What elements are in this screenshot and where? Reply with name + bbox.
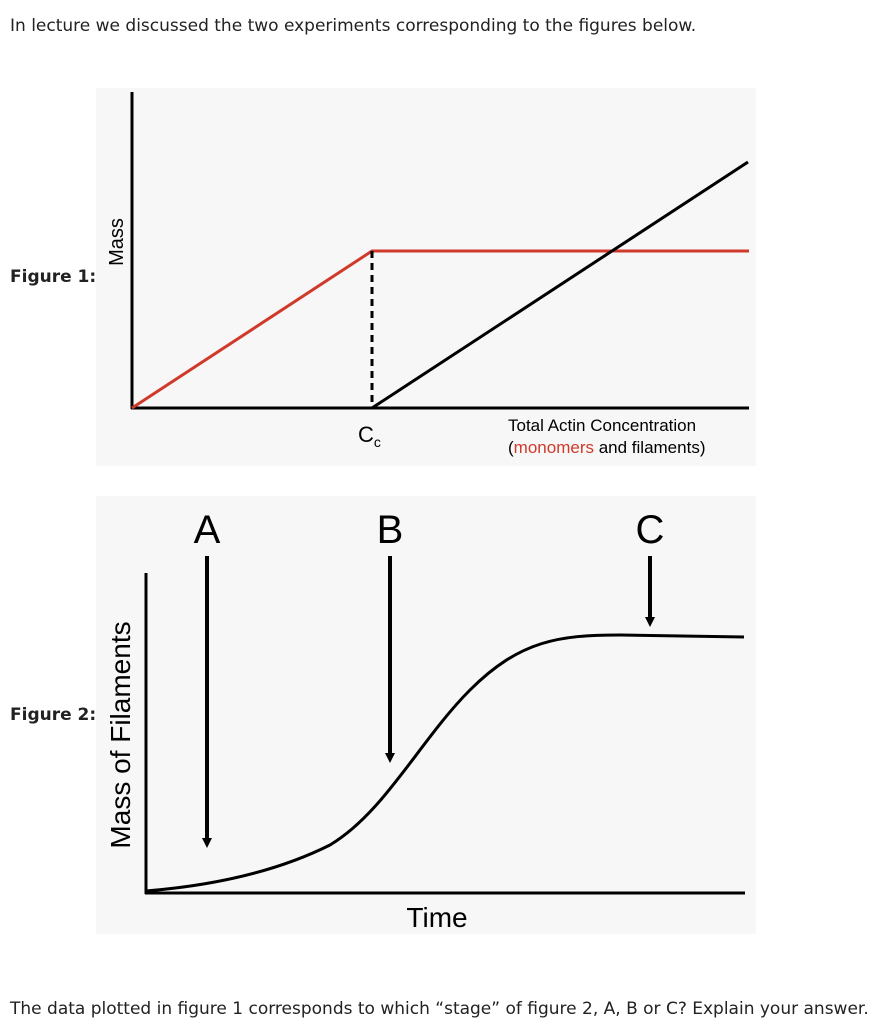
growth-curve [145,633,745,893]
arrow-label: C [636,508,665,552]
rest-label: and filaments) [594,438,706,457]
figure-label: Figure 1: [10,267,96,287]
question-text: The data plotted in figure 1 corresponds… [9,999,869,1019]
arrow-label: A [194,508,221,552]
figure-label: Figure 2: [10,705,96,725]
figure-panel [96,496,756,934]
x-axis-label: Total Actin Concentration [508,416,696,435]
figure-panel [96,88,756,466]
y-axis-label: Mass of Filaments [105,621,136,848]
y-axis-label: Mass [106,218,128,266]
paren: ( [508,438,514,457]
cc-sub: c [374,434,381,450]
monomers-word: monomers [514,438,594,457]
arrow-label: B [377,508,404,552]
x-axis-label: (monomers and filaments) [508,438,705,457]
cc-label: Cc [358,422,381,450]
filament-line [371,160,749,410]
cc-base: C [358,422,374,447]
intro-text: In lecture we discussed the two experime… [10,16,696,36]
x-axis-label: Time [406,902,467,933]
